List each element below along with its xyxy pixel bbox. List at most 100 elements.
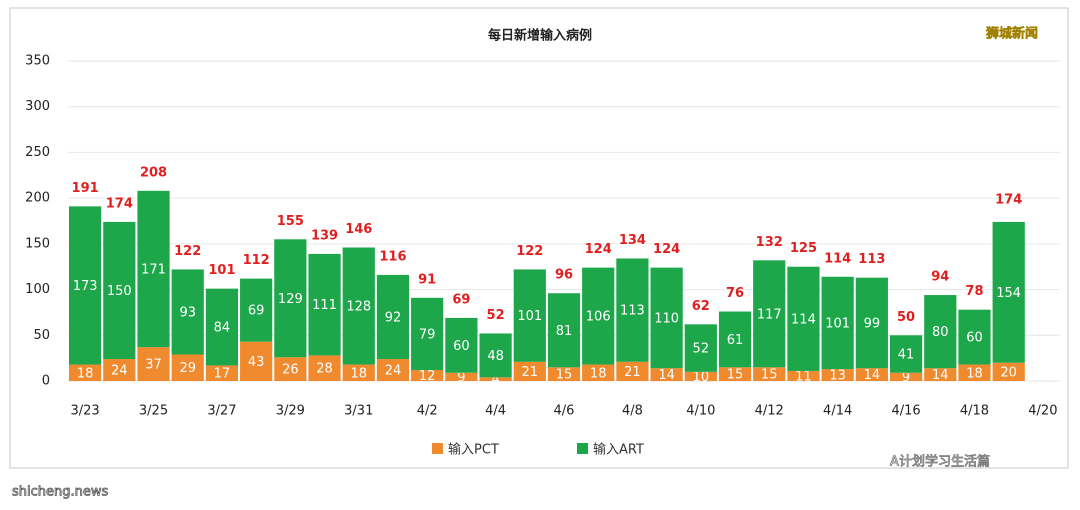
value-label: 99	[864, 316, 881, 331]
value-label: 111	[312, 298, 337, 313]
account-watermark: A计划学习生活篇	[890, 454, 990, 470]
total-label: 125	[790, 241, 817, 256]
value-label: 15	[727, 368, 744, 383]
bar-segment	[650, 368, 683, 381]
bar-segment	[650, 267, 683, 369]
value-label: 60	[966, 331, 983, 346]
bar-segment	[616, 361, 649, 381]
bar-segment	[889, 335, 923, 373]
value-label: 17	[214, 367, 231, 382]
bar-segment	[376, 359, 410, 381]
legend-label: 输入ART	[593, 442, 644, 458]
value-label: 101	[517, 309, 542, 324]
value-label: 150	[107, 284, 132, 299]
bar-segment	[718, 367, 752, 381]
total-label: 174	[995, 192, 1022, 207]
total-label: 155	[277, 214, 304, 229]
bar-segment	[137, 347, 170, 381]
value-label: 128	[346, 300, 371, 315]
bar-segment	[171, 354, 204, 381]
value-label: 81	[556, 324, 573, 339]
total-label: 52	[487, 308, 505, 323]
x-tick-label: 3/23	[71, 404, 100, 419]
bar-segment	[205, 365, 239, 381]
total-label: 124	[585, 242, 612, 257]
bar-segment	[992, 362, 1025, 381]
bar-segment	[479, 377, 512, 381]
bar-segment	[445, 372, 478, 381]
bar-segment	[787, 266, 820, 371]
value-label: 60	[453, 339, 470, 354]
bar-segment	[205, 288, 239, 366]
value-label: 41	[898, 348, 915, 363]
value-label: 61	[727, 333, 744, 348]
value-label: 11	[795, 369, 812, 384]
value-label: 80	[932, 325, 949, 340]
value-label: 93	[179, 305, 196, 320]
value-label: 92	[385, 311, 402, 326]
value-label: 21	[624, 365, 641, 380]
bar-segment	[240, 278, 273, 342]
bar-segment	[855, 277, 888, 369]
chart-frame	[9, 7, 1069, 469]
total-label: 101	[208, 263, 235, 278]
x-tick-label: 4/10	[686, 404, 715, 419]
chart-title: 每日新增输入病例	[488, 28, 592, 44]
total-label: 116	[379, 249, 406, 264]
bar-segment	[308, 253, 341, 356]
x-tick-label: 4/18	[960, 404, 989, 419]
value-label: 18	[966, 366, 983, 381]
site-watermark: shicheng.news	[12, 485, 109, 500]
total-label: 174	[106, 196, 133, 211]
bar-segment	[718, 311, 752, 368]
bar-segment	[411, 297, 444, 371]
bar-segment	[992, 221, 1025, 363]
value-label: 37	[145, 358, 162, 373]
value-label: 13	[829, 369, 846, 384]
value-label: 4	[491, 373, 499, 388]
bar-segment	[753, 367, 786, 381]
y-tick-label: 250	[25, 145, 50, 160]
value-label: 9	[902, 370, 910, 385]
bar-segment	[547, 367, 581, 381]
y-tick-label: 200	[25, 191, 50, 206]
value-label: 79	[419, 327, 436, 342]
total-label: 69	[452, 292, 470, 307]
bar-segment	[821, 369, 854, 381]
bar-segment	[684, 371, 717, 381]
y-tick-label: 50	[33, 328, 50, 343]
value-label: 52	[693, 342, 710, 357]
value-label: 21	[522, 365, 539, 380]
value-label: 12	[419, 369, 436, 384]
x-tick-label: 3/27	[207, 404, 236, 419]
x-tick-label: 4/6	[554, 404, 575, 419]
x-tick-label: 4/20	[1028, 404, 1057, 419]
total-label: 191	[72, 181, 99, 196]
bar-segment	[376, 274, 410, 360]
total-label: 122	[174, 244, 201, 259]
total-label: 139	[311, 228, 338, 243]
total-label: 96	[555, 268, 573, 283]
y-tick-label: 300	[25, 99, 50, 114]
value-label: 84	[214, 321, 231, 336]
total-label: 146	[345, 222, 372, 237]
bar-segment	[513, 361, 546, 381]
total-label: 112	[243, 253, 270, 268]
bar-segment	[924, 368, 957, 381]
value-label: 18	[77, 366, 94, 381]
bar-segment	[924, 295, 957, 369]
value-label: 114	[791, 312, 816, 327]
bar-segment	[308, 355, 341, 381]
total-label: 122	[516, 244, 543, 259]
bar-segment	[103, 221, 136, 360]
y-tick-label: 350	[25, 54, 50, 69]
value-label: 20	[1000, 365, 1017, 380]
value-label: 14	[864, 368, 881, 383]
x-tick-label: 3/25	[139, 404, 168, 419]
bar-segment	[240, 341, 273, 381]
bar-segment	[513, 269, 546, 362]
total-label: 91	[418, 272, 436, 287]
legend-swatch	[577, 443, 588, 454]
value-label: 173	[73, 279, 98, 294]
